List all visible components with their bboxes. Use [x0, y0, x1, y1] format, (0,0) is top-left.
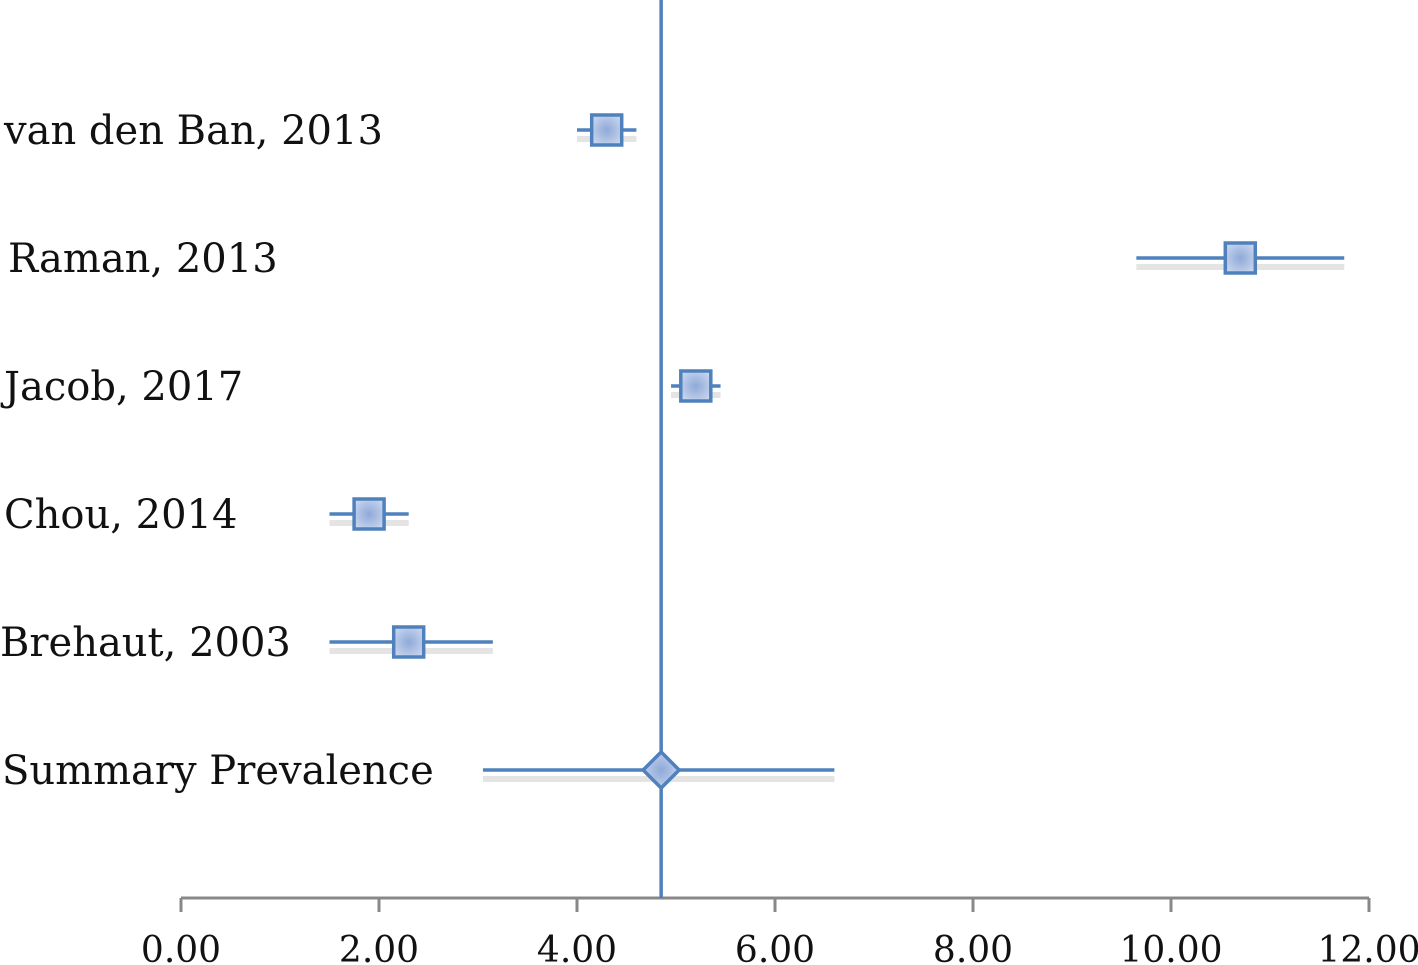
study-labels: van den Ban, 2013 Raman, 2013 Jacob, 2017 C…: [0, 108, 434, 794]
study-label: Jacob, 2017: [0, 364, 243, 410]
x-tick-label: 10.00: [1119, 930, 1222, 965]
study-rows: [329, 113, 1345, 791]
estimate-square-marker: [391, 625, 426, 659]
x-tick-label: 6.00: [735, 930, 815, 965]
study-label: Brehaut, 2003: [0, 620, 291, 666]
study-label: van den Ban, 2013: [3, 108, 383, 154]
x-tick-label: 8.00: [933, 930, 1013, 965]
x-tick-label: 0.00: [141, 930, 221, 965]
x-tick-label: 12.00: [1317, 930, 1418, 965]
x-axis: 0.00 2.00 4.00 6.00 8.00 10.00 12.00: [141, 896, 1418, 965]
study-label: Chou, 2014: [4, 492, 237, 538]
x-tick-label: 4.00: [537, 930, 617, 965]
ci-shadow-layer: [329, 136, 1345, 782]
study-label: Summary Prevalence: [2, 748, 434, 794]
estimate-square-marker: [679, 369, 713, 403]
study-label: Raman, 2013: [8, 236, 278, 282]
estimate-square-marker: [1223, 241, 1258, 275]
estimate-square-marker: [589, 113, 624, 147]
summary-diamond-marker: [640, 749, 682, 791]
x-tick-label: 2.00: [339, 930, 419, 965]
estimate-square-marker: [352, 497, 386, 531]
